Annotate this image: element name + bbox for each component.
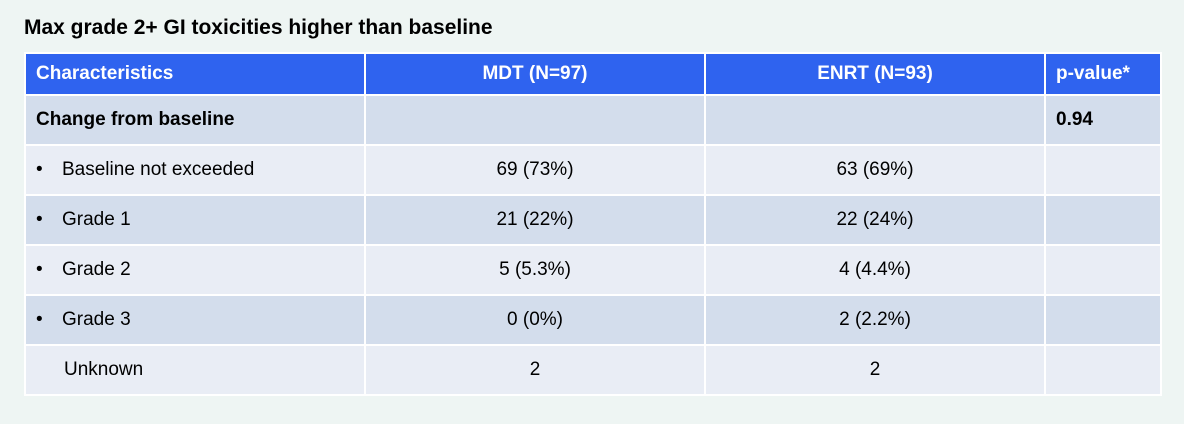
cell: • Baseline not exceeded: [24, 144, 366, 196]
cell: Unknown: [24, 344, 366, 396]
cell: [1044, 344, 1162, 396]
header-row: Characteristics MDT (N=97) ENRT (N=93) p…: [24, 52, 1162, 96]
cell: [1044, 194, 1162, 246]
cell: 5 (5.3%): [364, 244, 706, 296]
cell: Change from baseline: [24, 94, 366, 146]
cell: 2: [704, 344, 1046, 396]
cell-text: Grade 3: [62, 309, 131, 330]
table: Characteristics MDT (N=97) ENRT (N=93) p…: [24, 52, 1162, 396]
row: Unknown 2 2: [24, 344, 1162, 396]
row: • Grade 3 0 (0%) 2 (2.2%): [24, 294, 1162, 346]
cell: 22 (24%): [704, 194, 1046, 246]
cell: 0.94: [1044, 94, 1162, 146]
cell: 2: [364, 344, 706, 396]
row: • Grade 1 21 (22%) 22 (24%): [24, 194, 1162, 246]
cell: 2 (2.2%): [704, 294, 1046, 346]
cell: [1044, 244, 1162, 296]
cell: • Grade 3: [24, 294, 366, 346]
cell: 69 (73%): [364, 144, 706, 196]
cell-text: Grade 2: [62, 259, 131, 280]
cell-text: Unknown: [64, 359, 144, 380]
title: Max grade 2+ GI toxicities higher than b…: [24, 16, 493, 39]
cell: [1044, 294, 1162, 346]
header-cell: ENRT (N=93): [704, 52, 1046, 96]
row: • Grade 2 5 (5.3%) 4 (4.4%): [24, 244, 1162, 296]
cell: [364, 94, 706, 146]
cell: • Grade 1: [24, 194, 366, 246]
cell: 63 (69%): [704, 144, 1046, 196]
header-cell: p-value*: [1044, 52, 1162, 96]
cell: 4 (4.4%): [704, 244, 1046, 296]
cell: [1044, 144, 1162, 196]
cell: 0 (0%): [364, 294, 706, 346]
cell-text: Baseline not exceeded: [62, 159, 255, 180]
cell: 21 (22%): [364, 194, 706, 246]
cell-text: Grade 1: [62, 209, 131, 230]
row: • Baseline not exceeded 69 (73%) 63 (69%): [24, 144, 1162, 196]
cell: [704, 94, 1046, 146]
row: Change from baseline 0.94: [24, 94, 1162, 146]
header-cell: MDT (N=97): [364, 52, 706, 96]
header-cell: Characteristics: [24, 52, 366, 96]
cell: • Grade 2: [24, 244, 366, 296]
